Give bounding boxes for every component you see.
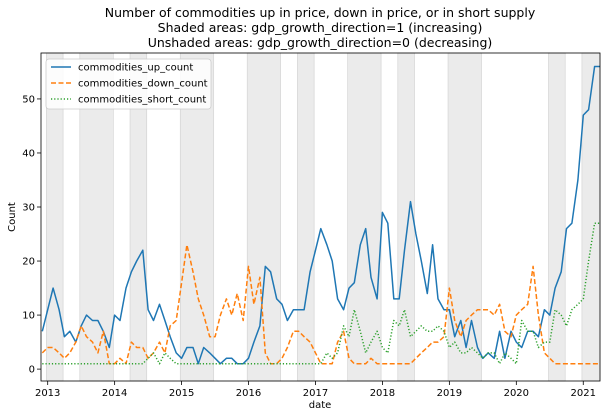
y-tick-label: 20 bbox=[22, 257, 35, 268]
y-axis-label: Count bbox=[7, 202, 18, 232]
x-axis: 2013 2014 2015 2016 2017 2018 2019 2020 2021 bbox=[35, 381, 596, 399]
shaded-period-7 bbox=[347, 52, 382, 382]
title-line-3: Unshaded areas: gdp_growth_direction=0 (… bbox=[148, 35, 493, 50]
x-tick-label: 2017 bbox=[303, 388, 328, 399]
y-tick-label: 0 bbox=[29, 365, 35, 376]
y-axis: 0 10 20 30 40 50 bbox=[22, 94, 41, 376]
x-tick-label: 2020 bbox=[504, 388, 529, 399]
shaded-period-6 bbox=[297, 52, 315, 382]
shaded-period-5 bbox=[246, 52, 281, 382]
x-tick-label: 2013 bbox=[35, 388, 60, 399]
legend-label-commodities-up-count: commodities_up_count bbox=[78, 63, 193, 74]
shaded-period-8 bbox=[397, 52, 415, 382]
y-tick-label: 30 bbox=[22, 203, 35, 214]
plot-frame bbox=[40, 52, 601, 382]
legend: commodities_up_count commodities_down_cou… bbox=[45, 58, 212, 110]
x-tick-label: 2016 bbox=[236, 388, 261, 399]
x-tick-label: 2018 bbox=[370, 388, 395, 399]
chart-title: Number of commodities up in price, down … bbox=[105, 5, 536, 50]
legend-label-commodities-short-count: commodities_short_count bbox=[78, 95, 206, 106]
title-line-1: Number of commodities up in price, down … bbox=[105, 5, 536, 20]
x-axis-label: date bbox=[309, 400, 332, 411]
series-lines bbox=[41, 65, 600, 365]
y-tick-label: 50 bbox=[22, 94, 35, 105]
x-tick-label: 2021 bbox=[571, 388, 596, 399]
shaded-period-11 bbox=[581, 52, 601, 382]
y-tick-label: 40 bbox=[22, 148, 35, 159]
title-line-2: Shaded areas: gdp_growth_direction=1 (in… bbox=[158, 20, 483, 35]
series-line-commodities-up-count bbox=[41, 65, 600, 365]
x-tick-label: 2014 bbox=[102, 388, 127, 399]
legend-label-commodities-down-count: commodities_down_count bbox=[78, 79, 208, 90]
x-tick-label: 2019 bbox=[437, 388, 462, 399]
legend-box bbox=[45, 58, 212, 110]
shaded-period-10 bbox=[548, 52, 566, 382]
y-tick-label: 10 bbox=[22, 311, 35, 322]
x-tick-label: 2015 bbox=[169, 388, 194, 399]
series-line-commodities-down-count bbox=[41, 244, 600, 365]
